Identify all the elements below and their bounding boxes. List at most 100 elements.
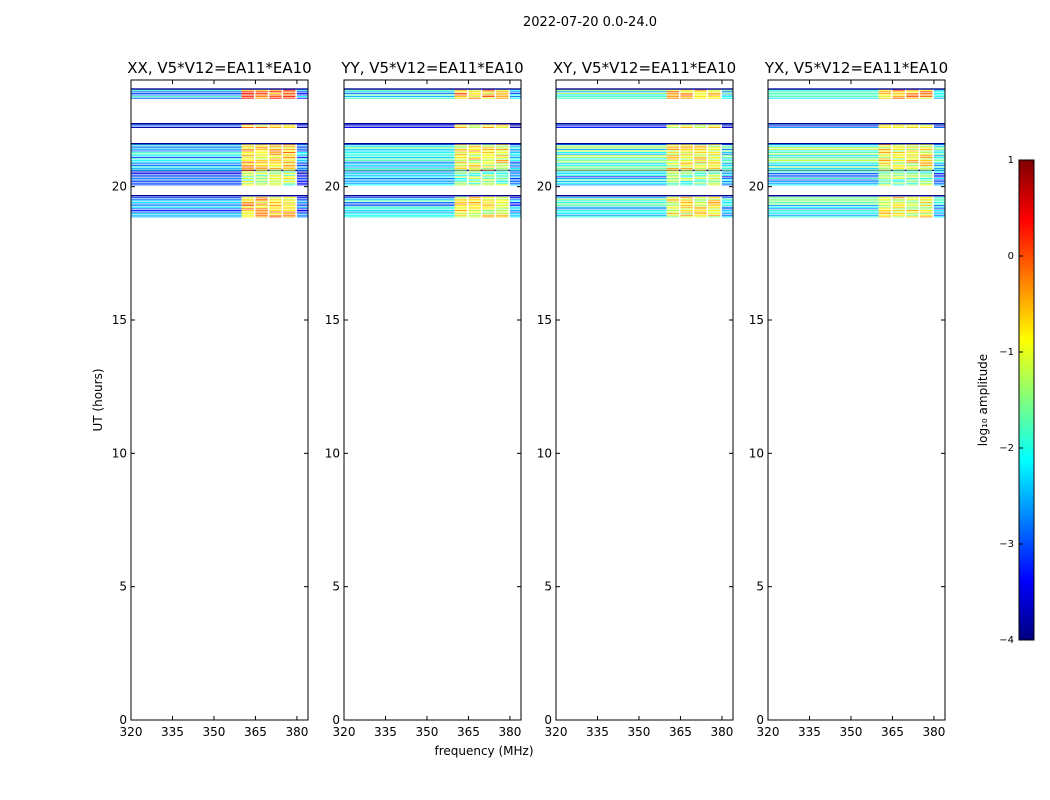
heatmap-cell — [556, 173, 667, 175]
heatmap-cell — [708, 94, 721, 96]
heatmap-cell — [283, 179, 296, 181]
heatmap-cell — [768, 148, 879, 150]
heatmap-cell — [482, 89, 495, 91]
heatmap-cell — [509, 96, 521, 98]
heatmap-cell — [255, 166, 268, 168]
heatmap-cell — [454, 169, 467, 171]
heatmap-cell — [269, 198, 282, 200]
heatmap-cell — [933, 89, 945, 91]
heatmap-cell — [892, 91, 905, 93]
y-tick-label: 0 — [332, 713, 340, 727]
heatmap-cell — [454, 216, 467, 218]
heatmap-cell — [906, 155, 919, 157]
heatmap-cell — [468, 179, 481, 181]
heatmap-cell — [768, 195, 945, 197]
heatmap-cell — [768, 145, 879, 147]
heatmap-cell — [344, 143, 521, 145]
heatmap-cell — [721, 181, 733, 183]
heatmap-cell — [454, 203, 467, 205]
heatmap-cell — [241, 144, 254, 146]
heatmap-cell — [269, 96, 282, 98]
heatmap-cell — [666, 179, 679, 181]
heatmap-cell — [878, 156, 891, 158]
heatmap-cell — [468, 96, 481, 98]
heatmap-cell — [666, 145, 679, 147]
heatmap-cell — [509, 197, 521, 199]
heatmap-cell — [482, 168, 495, 170]
heatmap-cell — [906, 200, 919, 202]
panel-title: XY, V5*V12=EA11*EA10 — [553, 59, 736, 77]
heatmap-cell — [920, 92, 933, 94]
heatmap-cell — [509, 166, 521, 168]
heatmap-cell — [296, 125, 308, 127]
heatmap-cell — [241, 182, 254, 184]
heatmap-cell — [269, 148, 282, 150]
heatmap-cell — [283, 200, 296, 202]
heatmap-cell — [454, 91, 467, 93]
heatmap-cell — [496, 169, 509, 171]
heatmap-cell — [131, 213, 242, 215]
heatmap-cell — [241, 127, 254, 128]
heatmap-cell — [556, 201, 667, 203]
heatmap-cell — [878, 206, 891, 208]
heatmap-cell — [920, 166, 933, 168]
heatmap-cell — [920, 181, 933, 183]
heatmap-cell — [878, 182, 891, 184]
heatmap-cell — [680, 144, 693, 146]
colorbar-tick-label: 0 — [1008, 251, 1014, 262]
heatmap-cell — [241, 147, 254, 149]
heatmap-cell — [131, 150, 242, 152]
heatmap-cell — [892, 158, 905, 160]
heatmap-cell — [283, 173, 296, 175]
heatmap-cell — [283, 158, 296, 160]
heatmap-cell — [556, 168, 667, 170]
heatmap-cell — [708, 177, 721, 179]
x-tick-label: 380 — [710, 725, 733, 739]
heatmap-cell — [509, 163, 521, 165]
heatmap-cell — [768, 164, 879, 166]
heatmap-cell — [496, 153, 509, 155]
heatmap-cell — [255, 171, 268, 173]
heatmap-cell — [878, 205, 891, 207]
heatmap-cell — [892, 96, 905, 98]
heatmap-cell — [344, 184, 455, 186]
heatmap-cell — [666, 181, 679, 183]
heatmap-cell — [496, 148, 509, 150]
heatmap-cell — [721, 213, 733, 215]
heatmap-cell — [708, 184, 721, 186]
heatmap-cell — [878, 166, 891, 168]
heatmap-cell — [241, 213, 254, 215]
heatmap-cell — [920, 201, 933, 203]
heatmap-cell — [283, 127, 296, 128]
heatmap-cell — [906, 96, 919, 98]
heatmap-cell — [666, 89, 679, 91]
heatmap-cell — [666, 173, 679, 175]
heatmap-cell — [906, 127, 919, 128]
heatmap-cell — [708, 200, 721, 202]
heatmap-cell — [906, 211, 919, 213]
heatmap-cell — [906, 169, 919, 171]
heatmap-cell — [283, 145, 296, 147]
heatmap-cell — [721, 145, 733, 147]
heatmap-cell — [556, 161, 667, 163]
heatmap-cell — [269, 176, 282, 178]
heatmap-cell — [721, 144, 733, 146]
heatmap-cell — [454, 97, 467, 99]
heatmap-cell — [344, 173, 455, 175]
heatmap-cell — [708, 171, 721, 173]
heatmap-cell — [509, 156, 521, 158]
heatmap-cell — [556, 182, 667, 184]
heatmap-cell — [255, 203, 268, 205]
heatmap-cell — [878, 150, 891, 152]
heatmap-cell — [255, 174, 268, 176]
heatmap-cell — [283, 150, 296, 152]
heatmap-cell — [721, 208, 733, 210]
heatmap-cell — [933, 174, 945, 176]
heatmap-cell — [768, 152, 879, 154]
heatmap-cell — [768, 123, 945, 125]
heatmap-cell — [721, 125, 733, 127]
heatmap-cell — [241, 125, 254, 127]
heatmap-cell — [878, 203, 891, 205]
heatmap-cell — [680, 174, 693, 176]
heatmap-cell — [920, 203, 933, 205]
